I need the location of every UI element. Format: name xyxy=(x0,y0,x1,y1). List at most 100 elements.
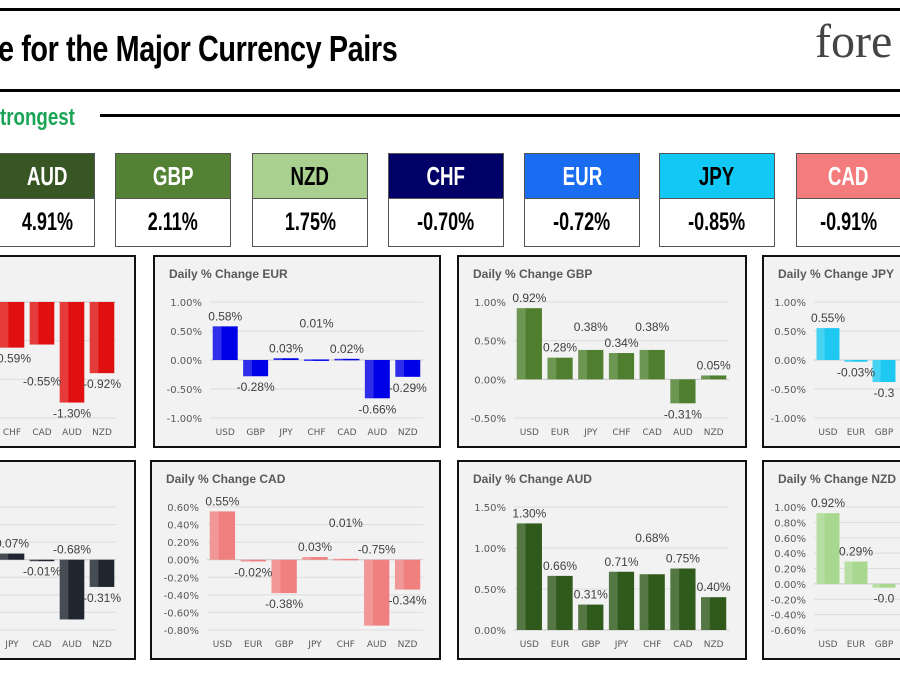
data-label: 0.03% xyxy=(269,341,303,355)
y-tick-label: 0.50% xyxy=(474,337,506,348)
y-tick-label: -0.60% xyxy=(164,608,199,619)
data-label: -0.28% xyxy=(237,380,275,394)
bar-highlight xyxy=(271,559,281,594)
currency-value: -0.91% xyxy=(797,199,900,246)
category-label: GBP xyxy=(875,640,894,650)
category-label: CHF xyxy=(307,428,325,438)
bar-chf xyxy=(0,302,25,348)
data-label: -0.31% xyxy=(83,591,121,605)
y-tick-label: 0.00% xyxy=(774,356,806,367)
currency-change: -0.85% xyxy=(688,208,746,236)
data-label: -0.34% xyxy=(389,594,427,608)
strongest-label: trongest xyxy=(0,104,75,131)
y-tick-label: 0.00% xyxy=(474,375,506,386)
category-label: JPY xyxy=(614,640,629,650)
bar-chart-jpy: Daily % Change JPY -1.00% -0.50% 0.00% 0.50%… xyxy=(771,267,900,438)
bar-nzd xyxy=(394,559,421,590)
y-tick-label: 0.00% xyxy=(474,626,506,637)
y-tick-label: -0.20% xyxy=(164,573,199,584)
currency-code: NZD xyxy=(290,160,330,191)
bar-chart-nzd: Daily % Change NZD -0.60% -0.40% -0.20% 0.00… xyxy=(771,472,900,650)
bar-chart-usd: CHF CAD AUD NZD -0.59% -0.55% -1.30% -0.92% xyxy=(0,301,121,438)
currency-header: AUD xyxy=(0,154,94,199)
bar-chart-aud: Daily % Change AUD 0.00% 0.50% 1.00% 1.50% US… xyxy=(473,472,731,650)
logo: fore xyxy=(815,15,893,68)
data-label: 0.71% xyxy=(604,555,638,569)
bar-eur xyxy=(844,360,868,362)
category-label: CHF xyxy=(337,640,355,650)
bar-highlight xyxy=(240,559,250,562)
data-label: 1.30% xyxy=(512,506,546,520)
bar-highlight xyxy=(639,349,649,380)
currency-change: 2.11% xyxy=(147,208,199,236)
data-label: 0.68% xyxy=(635,531,669,545)
bar-eur xyxy=(547,357,573,380)
category-label: NZD xyxy=(704,640,724,650)
header-bottom-rule xyxy=(0,89,900,92)
bar-highlight xyxy=(0,553,9,560)
currency-box-cad: CAD -0.91% xyxy=(796,153,900,247)
category-label: GBP xyxy=(275,640,294,650)
currency-box-nzd: NZD 1.75% xyxy=(252,153,368,247)
data-label: 0.02% xyxy=(330,342,364,356)
data-label: 0.34% xyxy=(604,336,638,350)
y-tick-label: 1.50% xyxy=(474,503,506,514)
bar-highlight xyxy=(395,360,405,377)
currency-header: EUR xyxy=(525,154,639,199)
category-label: CAD xyxy=(337,428,356,438)
y-tick-label: -1.00% xyxy=(771,414,806,425)
currency-value: -0.85% xyxy=(660,199,774,246)
data-label: 0.29% xyxy=(839,545,873,559)
data-label: -0.38% xyxy=(265,597,303,611)
category-label: CHF xyxy=(3,428,21,438)
bar-highlight xyxy=(547,357,557,380)
bar-jpy xyxy=(608,571,635,630)
chart-title: Daily % Change AUD xyxy=(473,472,592,486)
currency-value: -0.72% xyxy=(525,199,639,246)
bar-usd xyxy=(816,513,840,584)
category-label: USD xyxy=(520,640,539,650)
bar-highlight xyxy=(872,360,881,383)
bar-highlight xyxy=(701,597,710,630)
chart-title: Daily % Change JPY xyxy=(778,267,894,281)
bar-aud xyxy=(59,559,85,620)
bar-jpy xyxy=(302,557,328,560)
bar-jpy xyxy=(578,349,604,380)
category-label: USD xyxy=(818,428,837,438)
bar-aud xyxy=(364,559,390,626)
bar-usd xyxy=(516,523,542,630)
data-label: 0.28% xyxy=(543,341,577,355)
y-tick-label: 1.00% xyxy=(774,503,806,514)
bar-highlight xyxy=(212,326,222,360)
bar-gbp xyxy=(872,583,896,588)
currency-code: EUR xyxy=(562,160,602,191)
category-label: CAD xyxy=(32,428,51,438)
currency-header: CHF xyxy=(389,154,503,199)
y-tick-label: -0.50% xyxy=(771,385,806,396)
currency-box-eur: EUR -0.72% xyxy=(524,153,640,247)
currency-code: JPY xyxy=(699,160,735,191)
bar-highlight xyxy=(639,574,649,630)
bar-highlight xyxy=(670,379,680,404)
currency-header: NZD xyxy=(253,154,367,199)
bar-nzd xyxy=(89,302,115,374)
category-label: USD xyxy=(216,428,235,438)
data-label: -0.59% xyxy=(0,352,31,366)
bar-highlight xyxy=(59,559,69,620)
category-label: CAD xyxy=(32,640,51,650)
bar-highlight xyxy=(364,559,373,626)
bar-highlight xyxy=(89,302,99,374)
bar-eur xyxy=(547,575,573,630)
section-rule xyxy=(100,114,900,117)
category-label: GBP xyxy=(246,428,265,438)
category-label: NZD xyxy=(398,428,418,438)
bar-gbp xyxy=(578,604,604,630)
bar-chf xyxy=(304,359,329,361)
chart-panel-eur: Daily % Change EUR -1.00% -0.50% 0.00% 0.50%… xyxy=(153,255,441,448)
y-tick-label: 0.60% xyxy=(774,534,806,545)
bar-highlight xyxy=(29,559,39,562)
bar-highlight xyxy=(608,571,618,630)
bar-jpy xyxy=(273,358,299,360)
bar-highlight xyxy=(816,513,825,584)
y-tick-label: 0.40% xyxy=(774,549,806,560)
